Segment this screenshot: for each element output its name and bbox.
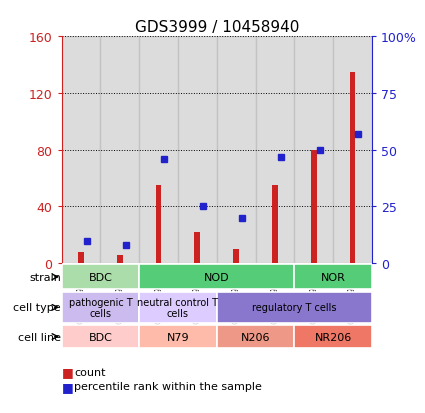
Bar — [62, 265, 139, 290]
Bar — [117, 255, 123, 263]
Bar — [272, 186, 278, 263]
Bar — [255, 37, 294, 263]
Text: pathogenic T
cells: pathogenic T cells — [68, 297, 132, 318]
Bar — [350, 73, 355, 263]
Bar — [195, 233, 200, 263]
Bar — [100, 37, 139, 263]
Text: neutral control T
cells: neutral control T cells — [137, 297, 218, 318]
Text: percentile rank within the sample: percentile rank within the sample — [74, 381, 262, 391]
Bar — [294, 265, 372, 290]
Bar — [156, 186, 162, 263]
Bar — [178, 37, 217, 263]
Bar — [78, 252, 84, 263]
Text: cell line: cell line — [18, 332, 61, 342]
Text: NOD: NOD — [204, 272, 230, 282]
Text: BDC: BDC — [88, 272, 112, 282]
Text: cell type: cell type — [13, 303, 61, 313]
Bar — [62, 292, 139, 323]
Text: ■: ■ — [62, 380, 74, 393]
Bar — [139, 37, 178, 263]
Bar — [139, 265, 294, 290]
Text: NOR: NOR — [320, 272, 346, 282]
Text: BDC: BDC — [88, 332, 112, 342]
Bar — [311, 150, 317, 263]
Bar — [62, 325, 139, 348]
Bar — [217, 292, 372, 323]
Bar — [217, 37, 255, 263]
Text: N206: N206 — [241, 332, 270, 342]
Text: N79: N79 — [167, 332, 189, 342]
Bar — [139, 325, 217, 348]
Bar — [294, 37, 333, 263]
Text: strain: strain — [29, 272, 61, 282]
Text: regulatory T cells: regulatory T cells — [252, 303, 337, 313]
Bar — [333, 37, 372, 263]
Text: NR206: NR206 — [314, 332, 352, 342]
Bar — [217, 325, 294, 348]
Text: count: count — [74, 367, 106, 377]
Bar — [62, 37, 100, 263]
Bar — [294, 325, 372, 348]
Bar — [139, 292, 217, 323]
Text: ■: ■ — [62, 365, 74, 378]
Bar — [233, 249, 239, 263]
Title: GDS3999 / 10458940: GDS3999 / 10458940 — [135, 20, 299, 35]
